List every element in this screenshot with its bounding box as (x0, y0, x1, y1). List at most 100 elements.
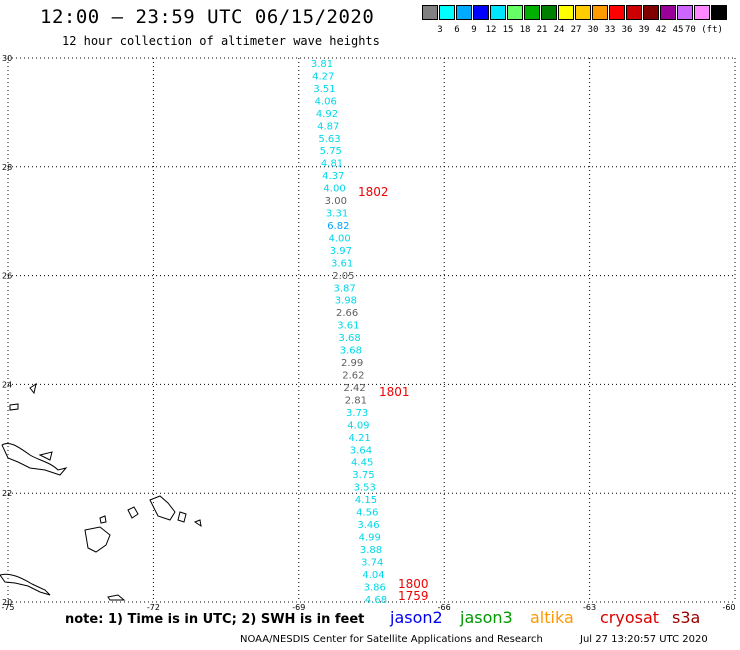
lat-tick-label: 28 (2, 163, 12, 172)
legend-label: 36 (621, 25, 633, 35)
wave-height-label: 4.92 (316, 109, 338, 120)
legend-swatch (558, 5, 574, 20)
island-small-2 (149, 495, 176, 521)
wave-height-label: 4.56 (356, 508, 378, 519)
island-small-3 (177, 511, 187, 523)
legend-label: 30 (587, 25, 599, 35)
lat-lon-grid (7, 57, 736, 603)
lat-tick-label: 20 (2, 598, 12, 607)
legend-label: 21 (536, 25, 548, 35)
wave-height-label: 3.98 (335, 296, 357, 307)
legend-label: 3 (437, 25, 443, 35)
wave-height-label: 2.62 (342, 371, 364, 382)
wave-height-label: 3.75 (352, 470, 374, 481)
island-small-6 (38, 451, 53, 461)
credit-line: NOAA/NESDIS Center for Satellite Applica… (240, 634, 543, 645)
wave-height-label: 4.06 (315, 96, 337, 107)
time-label: 1801 (379, 385, 410, 399)
time-label: 1800 (398, 577, 429, 591)
time-label: 1759 (398, 589, 429, 603)
legend-swatch (643, 5, 659, 20)
island-small-1 (127, 506, 139, 519)
legend-swatch (592, 5, 608, 20)
legend-label: 42 (655, 25, 667, 35)
wave-height-label: 2.66 (336, 308, 358, 319)
lat-tick-label: 22 (2, 489, 12, 498)
wave-height-label: 3.74 (361, 557, 383, 568)
satellite-label-altika: altika (530, 608, 574, 627)
legend-swatch (490, 5, 506, 20)
wave-height-label: 6.82 (327, 221, 349, 232)
wave-height-label: 3.61 (337, 321, 359, 332)
wave-height-label: 3.31 (326, 209, 348, 220)
wave-height-label: 2.05 (332, 271, 354, 282)
legend-swatch (439, 5, 455, 20)
satellite-label-jason2: jason2 (390, 608, 443, 627)
wave-height-label: 4.68 (365, 595, 387, 606)
wave-height-label: 3.97 (330, 246, 352, 257)
wave-height-label: 3.61 (331, 258, 353, 269)
wave-height-label: 3.53 (354, 483, 376, 494)
legend-label: 18 (519, 25, 531, 35)
wave-height-label: 3.51 (313, 84, 335, 95)
legend-swatch (473, 5, 489, 20)
wave-height-label: 5.75 (320, 146, 342, 157)
legend-label: 33 (604, 25, 616, 35)
legend-label: 27 (570, 25, 582, 35)
satellite-label-jason3: jason3 (460, 608, 513, 627)
legend-swatch (660, 5, 676, 20)
wave-height-label: 4.00 (323, 184, 345, 195)
wave-height-label: 4.27 (312, 71, 334, 82)
legend-label: 6 (454, 25, 460, 35)
island-small-4 (9, 403, 19, 411)
legend-swatch (456, 5, 472, 20)
legend-swatch (609, 5, 625, 20)
map-title: 12:00 – 23:59 UTC 06/15/2020 (40, 6, 375, 28)
wave-height-label: 3.88 (360, 545, 382, 556)
legend-swatch (711, 5, 727, 20)
legend-swatch (694, 5, 710, 20)
legend-label: 70 (ft) (685, 25, 723, 35)
lon-tick-label: -63 (583, 603, 596, 612)
time-label: 1802 (358, 185, 389, 199)
wave-height-label: 4.04 (362, 570, 384, 581)
island-cuba (0, 573, 51, 596)
lat-tick-label: 24 (2, 380, 12, 389)
legend-swatch (677, 5, 693, 20)
wave-height-label: 4.15 (355, 495, 377, 506)
wave-height-label: 3.64 (350, 445, 372, 456)
wave-height-label: 3.68 (340, 346, 362, 357)
axis-labels: -75 -72 -69 -66 -63 -60 20 22 24 26 28 30 (1, 54, 735, 612)
satellite-label-cryosat: cryosat (600, 608, 660, 627)
legend-swatch (626, 5, 642, 20)
legend-swatch (541, 5, 557, 20)
wave-height-label: 3.86 (364, 582, 386, 593)
legend-label: 12 (485, 25, 497, 35)
wave-height-label: 3.46 (357, 520, 379, 531)
island-small-5 (29, 382, 37, 395)
wave-height-label: 3.68 (338, 333, 360, 344)
satellite-label-s3a: s3a (672, 608, 701, 627)
lon-tick-label: -66 (438, 603, 451, 612)
lon-tick-label: -72 (147, 603, 160, 612)
wave-height-label: 4.81 (321, 159, 343, 170)
wave-height-label: 4.21 (349, 433, 371, 444)
island-small-9 (107, 594, 126, 601)
island-puerto-rico (84, 526, 111, 553)
lat-tick-label: 26 (2, 272, 12, 281)
wave-height-label: 4.00 (328, 233, 350, 244)
timestamp: Jul 27 13:20:57 UTC 2020 (580, 634, 708, 645)
legend-label: 24 (553, 25, 565, 35)
legend-label: 15 (502, 25, 514, 35)
legend-label: 39 (638, 25, 650, 35)
island-small-7 (193, 519, 202, 528)
wave-height-label: 4.45 (351, 458, 373, 469)
wave-height-label: 4.87 (317, 121, 339, 132)
wave-height-label: 3.00 (325, 196, 347, 207)
legend-swatch (524, 5, 540, 20)
wave-height-label: 2.42 (344, 383, 366, 394)
lon-tick-label: -75 (1, 603, 14, 612)
legend-swatch (422, 5, 438, 20)
coastline (0, 382, 202, 601)
